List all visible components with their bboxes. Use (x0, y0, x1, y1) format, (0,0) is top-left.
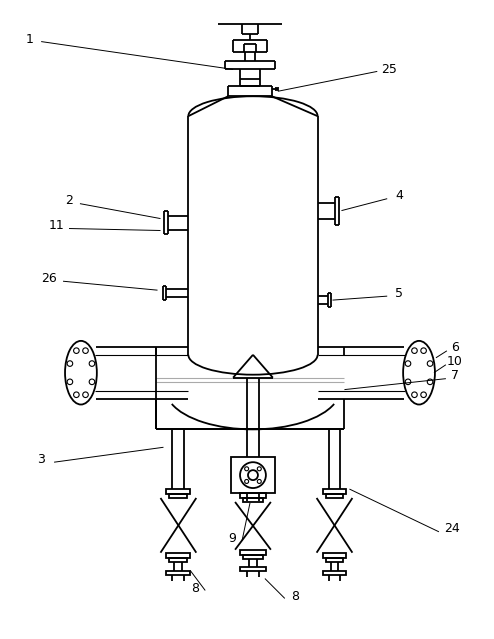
Text: 9: 9 (228, 532, 236, 545)
Text: 1: 1 (25, 33, 33, 46)
Bar (240, 550, 266, 555)
Bar (240, 493, 266, 498)
Text: 2: 2 (65, 194, 73, 207)
Bar (240, 567, 266, 571)
Text: 7: 7 (451, 369, 459, 382)
Bar (169, 558, 187, 562)
Bar (169, 494, 187, 498)
Bar (323, 571, 346, 574)
Bar (166, 489, 190, 494)
Text: 26: 26 (41, 272, 57, 285)
Bar (326, 558, 343, 562)
Bar (231, 458, 275, 493)
Bar (166, 571, 190, 574)
Bar (243, 498, 263, 502)
Text: 5: 5 (395, 287, 403, 300)
Text: 6: 6 (451, 341, 459, 355)
Text: 11: 11 (48, 219, 64, 232)
Text: 25: 25 (381, 63, 397, 76)
Text: 10: 10 (447, 355, 463, 368)
Bar (323, 553, 346, 558)
Text: 24: 24 (444, 522, 460, 535)
Bar (243, 555, 263, 558)
Text: 8: 8 (191, 582, 199, 595)
Bar (323, 489, 346, 494)
Text: 4: 4 (395, 189, 403, 202)
Bar (326, 494, 343, 498)
Text: 3: 3 (37, 452, 45, 466)
Bar (166, 553, 190, 558)
Text: 8: 8 (291, 590, 299, 603)
